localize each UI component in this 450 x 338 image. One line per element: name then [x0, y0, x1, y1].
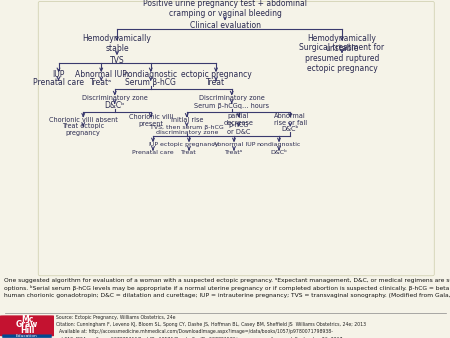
Text: partial
decrease: partial decrease — [224, 113, 253, 126]
Text: nondiagnostic: nondiagnostic — [124, 70, 178, 78]
Text: Positive urine pregnancy test + abdominal
cramping or vaginal bleeding: Positive urine pregnancy test + abdomina… — [143, 0, 307, 18]
Text: Hill: Hill — [20, 326, 34, 335]
Text: Treat: Treat — [181, 150, 197, 155]
Text: Hemodynamically
stable: Hemodynamically stable — [82, 34, 152, 53]
Text: Treat ectopic
pregnancy: Treat ectopic pregnancy — [62, 123, 104, 136]
Text: Discriminatory zone: Discriminatory zone — [199, 95, 265, 101]
FancyBboxPatch shape — [38, 1, 434, 276]
Text: Abnormal
rise or fall: Abnormal rise or fall — [274, 113, 307, 126]
Text: Chorionic villi
present: Chorionic villi present — [129, 114, 173, 127]
Text: ectopic pregnancy: ectopic pregnancy — [160, 142, 218, 147]
Text: Graw: Graw — [16, 320, 38, 329]
Text: Chorionic villi absent: Chorionic villi absent — [49, 117, 118, 123]
Text: nondiagnostic: nondiagnostic — [257, 142, 301, 147]
Text: Surgical treatment for
presumed ruptured
ectopic pregnancy: Surgical treatment for presumed ruptured… — [299, 43, 385, 73]
Text: Treat: Treat — [207, 78, 225, 87]
Text: ectopic pregnancy: ectopic pregnancy — [180, 70, 252, 79]
Text: Hemodynamically
unstable: Hemodynamically unstable — [307, 34, 377, 53]
Text: Abnormal IUP: Abnormal IUP — [213, 142, 255, 147]
Text: Source: Ectopic Pregnancy, Williams Obstetrics, 24e
Citation: Cunningham F, Leve: Source: Ectopic Pregnancy, Williams Obst… — [56, 315, 366, 338]
Text: TVS: TVS — [110, 56, 124, 65]
Text: Serum β-hCG: Serum β-hCG — [125, 78, 176, 87]
Text: D&Cᵇ: D&Cᵇ — [104, 101, 125, 110]
Text: Mc: Mc — [21, 315, 33, 323]
Text: Prenatal care: Prenatal care — [132, 150, 174, 155]
Text: Treatᵃ: Treatᵃ — [90, 78, 112, 87]
Text: Discriminatory zone: Discriminatory zone — [82, 95, 148, 101]
Text: Education: Education — [16, 334, 38, 338]
Text: Abnormal IUP: Abnormal IUP — [75, 70, 127, 78]
Text: Serum β-hCGq… hours: Serum β-hCGq… hours — [194, 103, 269, 108]
Text: TVS, then serum β-hCG
discriminatory zone: TVS, then serum β-hCG discriminatory zon… — [150, 125, 224, 136]
Text: β-hCG
or D&C: β-hCG or D&C — [227, 122, 250, 136]
Text: IUP: IUP — [148, 142, 158, 147]
Text: D&Cᵇ: D&Cᵇ — [282, 126, 299, 131]
Text: Clinical evaluation: Clinical evaluation — [189, 21, 261, 30]
Text: One suggested algorithm for evaluation of a woman with a suspected ectopic pregn: One suggested algorithm for evaluation o… — [4, 278, 450, 298]
FancyBboxPatch shape — [2, 335, 52, 338]
Text: IUP: IUP — [52, 70, 65, 78]
Text: Treatᵃ: Treatᵃ — [225, 150, 243, 155]
Text: D&Cᵇ: D&Cᵇ — [270, 150, 288, 155]
Text: Prenatal care: Prenatal care — [33, 78, 84, 87]
FancyBboxPatch shape — [0, 315, 54, 336]
Text: initial rise: initial rise — [171, 117, 203, 123]
